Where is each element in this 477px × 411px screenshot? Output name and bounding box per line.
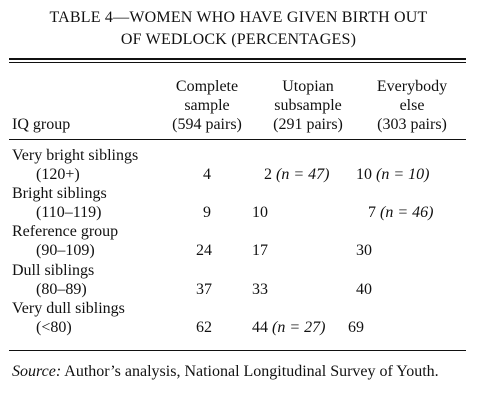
col2-header-line3: (291 pairs): [273, 116, 343, 133]
source-label: Source:: [12, 363, 62, 380]
cell-utopian: 17: [252, 242, 268, 259]
cell-everybody: 69: [348, 319, 364, 336]
row-header-iq-group: IQ group: [12, 116, 71, 133]
cell-everybody-n: (n = 46): [380, 204, 434, 221]
top-rule-thin: [9, 62, 466, 63]
col3-header-line3: (303 pairs): [377, 116, 447, 133]
row-label: Dull siblings: [12, 262, 95, 279]
cell-utopian: 2: [264, 166, 272, 183]
table-title-line-2: OF WEDLOCK (PERCENTAGES): [120, 31, 357, 48]
row-label: Very bright siblings: [12, 147, 139, 164]
cell-utopian: 10: [252, 204, 268, 221]
col1-header-line3: (594 pairs): [172, 116, 242, 133]
cell-complete: 37: [196, 281, 212, 298]
table-title-line-1: TABLE 4—WOMEN WHO HAVE GIVEN BIRTH OUT: [49, 9, 428, 26]
top-rule-thick: [9, 58, 466, 60]
col1-header-line2: sample: [184, 97, 230, 114]
cell-everybody: 10: [356, 166, 372, 183]
row-label: Very dull siblings: [12, 300, 125, 317]
row-range: (90–109): [36, 242, 95, 259]
cell-utopian-n: (n = 47): [276, 166, 330, 183]
cell-everybody-n: (n = 10): [376, 166, 430, 183]
source-text: Author’s analysis, National Longitudinal…: [64, 363, 439, 380]
row-label: Reference group: [12, 223, 119, 240]
cell-utopian-n: (n = 27): [272, 319, 326, 336]
col1-header-line1: Complete: [175, 78, 239, 95]
bottom-rule: [9, 350, 466, 351]
cell-utopian: 44: [252, 319, 268, 336]
col2-header-line2: subsample: [274, 97, 342, 114]
source-note: Source: Author’s analysis, National Long…: [12, 362, 467, 382]
row-range: (110–119): [36, 204, 102, 221]
cell-utopian: 33: [252, 281, 268, 298]
header-rule: [9, 139, 466, 140]
cell-complete: 62: [196, 319, 212, 336]
row-range: (80–89): [36, 281, 87, 298]
cell-everybody: 40: [356, 281, 372, 298]
col2-header-line1: Utopian: [282, 78, 334, 95]
row-range: (120+): [36, 166, 80, 183]
cell-complete: 24: [196, 242, 212, 259]
row-range: (<80): [36, 319, 72, 336]
cell-everybody: 30: [356, 242, 372, 259]
row-label: Bright siblings: [12, 185, 107, 202]
cell-complete: 4: [203, 166, 211, 183]
col3-header-line2: else: [399, 97, 425, 114]
cell-everybody: 7: [368, 204, 376, 221]
cell-complete: 9: [203, 204, 211, 221]
col3-header-line1: Everybody: [376, 78, 448, 95]
